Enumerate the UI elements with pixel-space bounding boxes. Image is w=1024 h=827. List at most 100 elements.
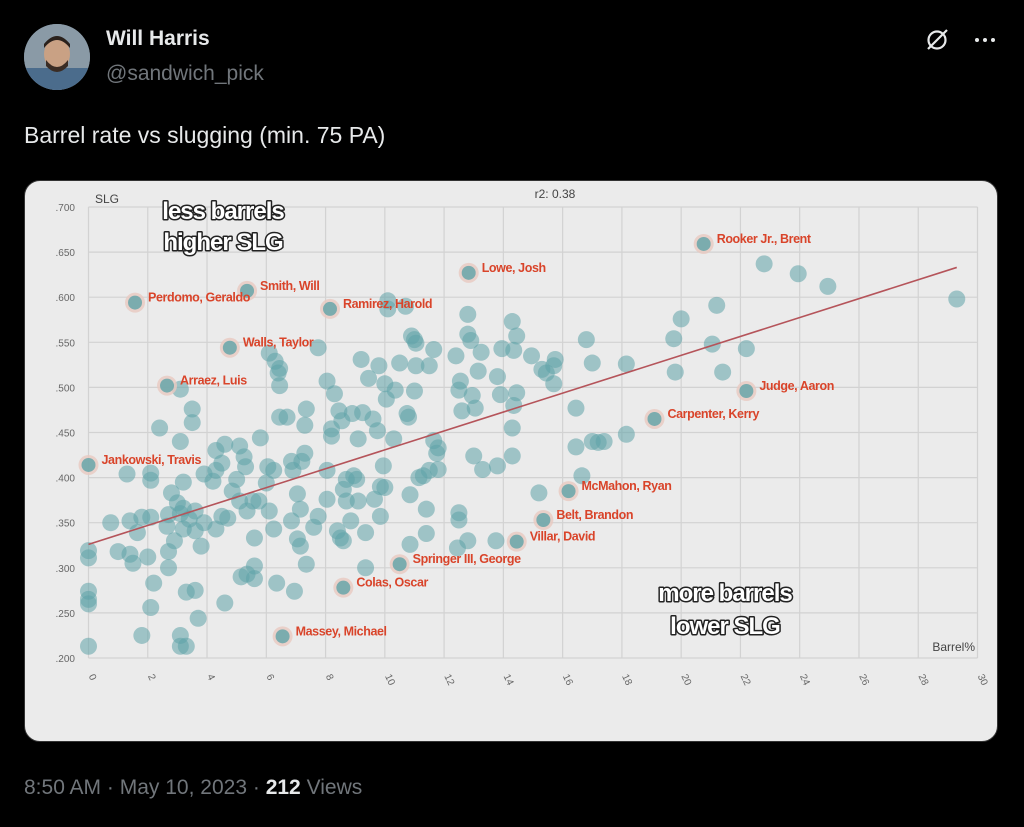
data-point bbox=[546, 350, 564, 368]
labeled-point bbox=[392, 557, 407, 572]
data-point bbox=[288, 485, 306, 503]
data-point bbox=[459, 532, 477, 550]
data-point bbox=[459, 305, 477, 323]
x-tick-label: 22 bbox=[738, 673, 753, 688]
data-point bbox=[309, 507, 327, 525]
data-point bbox=[349, 430, 367, 448]
labeled-point bbox=[536, 512, 551, 527]
data-point bbox=[177, 637, 195, 655]
data-point bbox=[318, 490, 336, 508]
tweet-time[interactable]: 8:50 AM bbox=[24, 776, 102, 799]
chart-image[interactable]: 0 2 4 6 8 10 12 14 16 18 20 22 24 26 28 30.700.650.600.… bbox=[24, 180, 998, 742]
labeled-point bbox=[509, 534, 524, 549]
data-point bbox=[573, 467, 591, 485]
x-tick-label: 28 bbox=[916, 673, 931, 688]
data-point bbox=[428, 444, 446, 462]
point-label: Rooker Jr., Brent bbox=[717, 232, 812, 246]
data-point bbox=[545, 375, 563, 393]
data-point bbox=[420, 357, 438, 375]
point-label: Arraez, Luis bbox=[180, 374, 247, 388]
grok-button[interactable] bbox=[921, 24, 953, 56]
callout-text: lower SLG bbox=[670, 613, 780, 640]
tweet-meta: 8:50 AM · May 10, 2023 · 212 Views bbox=[24, 776, 362, 800]
data-point bbox=[282, 512, 300, 530]
point-label: Villar, David bbox=[530, 530, 595, 544]
data-point bbox=[296, 416, 314, 434]
tweet-date[interactable]: May 10, 2023 bbox=[119, 776, 248, 799]
data-point bbox=[207, 461, 225, 479]
author-handle[interactable]: @sandwich_pick bbox=[106, 62, 264, 85]
data-point bbox=[417, 500, 435, 518]
separator: · bbox=[106, 776, 114, 799]
data-point bbox=[216, 435, 234, 453]
data-point bbox=[158, 517, 176, 535]
r2-label: r2: 0.38 bbox=[535, 187, 576, 201]
point-label: Belt, Brandon bbox=[556, 508, 633, 522]
data-point bbox=[165, 532, 183, 550]
y-tick-label: .650 bbox=[56, 248, 76, 259]
data-point bbox=[297, 555, 315, 573]
data-point bbox=[245, 529, 263, 547]
data-point bbox=[617, 425, 635, 443]
data-point bbox=[491, 386, 509, 404]
point-label: Ramirez, Harold bbox=[343, 297, 432, 311]
tweet-text: Barrel rate vs slugging (min. 75 PA) bbox=[24, 122, 386, 148]
data-point bbox=[80, 637, 97, 655]
data-point bbox=[714, 363, 732, 381]
data-point bbox=[291, 537, 309, 555]
point-label: Jankowski, Travis bbox=[102, 453, 202, 467]
data-point bbox=[260, 502, 278, 520]
data-point bbox=[357, 559, 375, 577]
data-point bbox=[450, 381, 468, 399]
data-point bbox=[186, 581, 204, 599]
data-point bbox=[285, 582, 303, 600]
data-point bbox=[376, 479, 394, 497]
data-point bbox=[703, 335, 721, 353]
data-point bbox=[503, 447, 521, 465]
x-tick-label: 6 bbox=[264, 673, 277, 683]
data-point bbox=[488, 368, 506, 386]
data-point bbox=[407, 334, 425, 352]
data-point bbox=[357, 524, 375, 542]
data-point bbox=[401, 486, 419, 504]
y-tick-label: .500 bbox=[56, 383, 76, 394]
data-point bbox=[407, 357, 425, 375]
views-count: 212 bbox=[265, 776, 301, 799]
data-point bbox=[755, 255, 773, 273]
data-point bbox=[374, 457, 392, 475]
data-point bbox=[118, 465, 136, 483]
point-label: Perdomo, Geraldo bbox=[148, 291, 251, 305]
labeled-point bbox=[336, 580, 351, 595]
avatar[interactable] bbox=[24, 24, 90, 90]
author-name[interactable]: Will Harris bbox=[106, 27, 210, 50]
labeled-point bbox=[160, 378, 175, 393]
data-point bbox=[322, 427, 340, 445]
data-point bbox=[265, 461, 283, 479]
data-point bbox=[151, 419, 169, 437]
data-point bbox=[228, 470, 246, 488]
data-point bbox=[474, 460, 492, 478]
y-tick-label: .400 bbox=[56, 474, 76, 485]
data-point bbox=[595, 433, 613, 451]
data-point bbox=[278, 408, 296, 426]
data-point bbox=[948, 290, 966, 308]
data-point bbox=[462, 331, 480, 349]
more-icon bbox=[975, 38, 995, 42]
point-label: Massey, Michael bbox=[296, 624, 387, 638]
callout-text: more barrels bbox=[658, 580, 792, 607]
more-button[interactable] bbox=[969, 24, 1001, 56]
y-tick-label: .550 bbox=[56, 338, 76, 349]
data-point bbox=[368, 422, 386, 440]
data-point bbox=[80, 595, 97, 613]
data-point bbox=[386, 381, 404, 399]
data-point bbox=[567, 399, 585, 417]
x-tick-label: 2 bbox=[145, 673, 158, 683]
data-point bbox=[265, 520, 283, 538]
data-point bbox=[219, 509, 237, 527]
data-point bbox=[447, 347, 465, 365]
data-point bbox=[666, 363, 684, 381]
data-point bbox=[400, 408, 418, 426]
data-point bbox=[296, 444, 314, 462]
avatar-image bbox=[24, 24, 90, 90]
x-tick-label: 30 bbox=[975, 673, 990, 688]
